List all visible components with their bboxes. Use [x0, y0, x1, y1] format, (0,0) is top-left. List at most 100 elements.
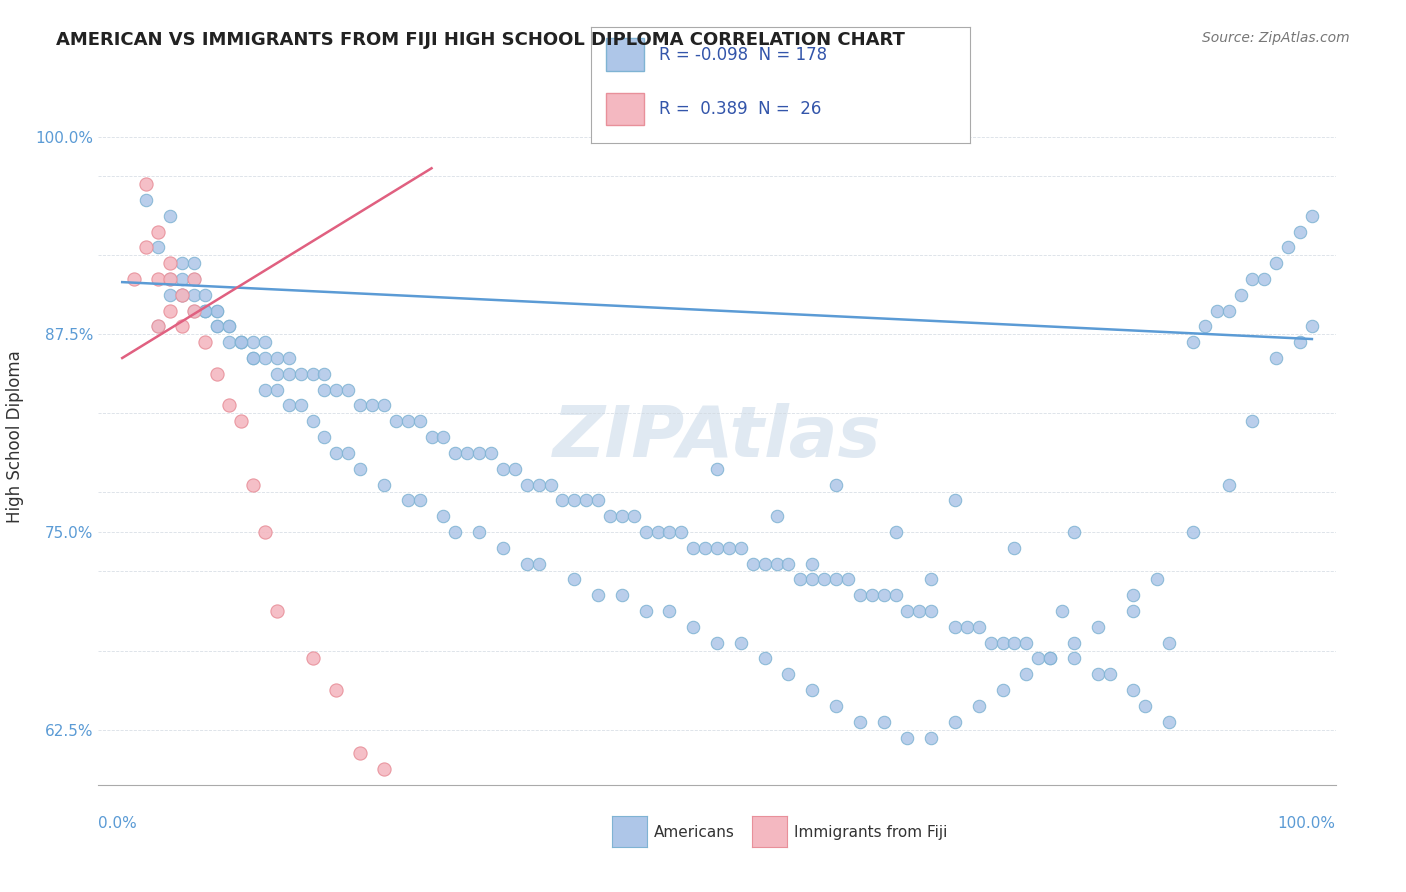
- Point: [706, 541, 728, 555]
- Point: [231, 414, 253, 428]
- Point: [183, 287, 205, 301]
- Point: [943, 714, 966, 729]
- Point: [170, 319, 193, 334]
- Point: [503, 461, 526, 475]
- Point: [277, 399, 299, 413]
- Point: [801, 573, 824, 587]
- Point: [860, 588, 883, 602]
- Point: [253, 524, 276, 539]
- Point: [396, 794, 419, 808]
- Point: [170, 272, 193, 286]
- Point: [1087, 620, 1109, 634]
- Point: [194, 335, 217, 350]
- Point: [373, 399, 395, 413]
- Point: [207, 319, 229, 334]
- Point: [231, 335, 253, 350]
- Point: [825, 477, 848, 491]
- Point: [682, 541, 704, 555]
- Point: [1289, 225, 1312, 239]
- Point: [314, 430, 336, 444]
- Point: [647, 524, 669, 539]
- Point: [706, 461, 728, 475]
- Point: [1241, 414, 1264, 428]
- Point: [170, 287, 193, 301]
- Point: [146, 272, 169, 286]
- Point: [980, 635, 1002, 649]
- Point: [349, 747, 371, 761]
- Point: [242, 351, 264, 365]
- Point: [146, 319, 169, 334]
- Point: [183, 272, 205, 286]
- Point: [562, 493, 585, 508]
- Point: [765, 509, 787, 524]
- Point: [1289, 335, 1312, 350]
- Point: [1218, 303, 1240, 318]
- Point: [183, 256, 205, 270]
- Point: [325, 683, 347, 698]
- Point: [266, 604, 288, 618]
- Point: [432, 430, 454, 444]
- Point: [1229, 287, 1251, 301]
- Point: [1004, 541, 1026, 555]
- Point: [849, 714, 872, 729]
- Point: [159, 272, 181, 286]
- Point: [1241, 272, 1264, 286]
- Point: [1253, 272, 1275, 286]
- Point: [492, 541, 515, 555]
- Point: [170, 287, 193, 301]
- Point: [610, 509, 633, 524]
- Point: [516, 557, 538, 571]
- Point: [1015, 635, 1038, 649]
- Point: [231, 335, 253, 350]
- Text: Immigrants from Fiji: Immigrants from Fiji: [794, 825, 948, 839]
- Point: [872, 714, 894, 729]
- Point: [991, 635, 1014, 649]
- Point: [207, 319, 229, 334]
- Point: [325, 446, 347, 460]
- Point: [432, 509, 454, 524]
- Point: [207, 303, 229, 318]
- Point: [314, 367, 336, 381]
- Text: R =  0.389  N =  26: R = 0.389 N = 26: [659, 100, 821, 118]
- Point: [301, 367, 323, 381]
- Point: [754, 557, 776, 571]
- Point: [896, 604, 918, 618]
- Point: [135, 193, 157, 207]
- Point: [218, 319, 240, 334]
- Point: [146, 319, 169, 334]
- Point: [253, 335, 276, 350]
- Point: [207, 367, 229, 381]
- Point: [1015, 667, 1038, 681]
- Text: Source: ZipAtlas.com: Source: ZipAtlas.com: [1202, 31, 1350, 45]
- Point: [301, 414, 323, 428]
- Point: [586, 493, 609, 508]
- Point: [408, 414, 430, 428]
- Point: [385, 414, 408, 428]
- Point: [444, 446, 467, 460]
- Point: [194, 287, 217, 301]
- Point: [623, 509, 645, 524]
- Point: [242, 335, 264, 350]
- Point: [1098, 667, 1121, 681]
- Point: [266, 351, 288, 365]
- Point: [706, 635, 728, 649]
- Point: [170, 256, 193, 270]
- Point: [599, 509, 621, 524]
- Point: [634, 524, 657, 539]
- Point: [695, 541, 717, 555]
- Point: [207, 303, 229, 318]
- Point: [1301, 319, 1323, 334]
- Point: [159, 209, 181, 223]
- Point: [325, 383, 347, 397]
- Point: [730, 635, 752, 649]
- Point: [122, 272, 145, 286]
- Point: [420, 430, 443, 444]
- Point: [575, 493, 598, 508]
- Point: [920, 604, 942, 618]
- Point: [849, 588, 872, 602]
- Point: [1026, 651, 1049, 665]
- Point: [1205, 303, 1227, 318]
- Point: [1159, 714, 1181, 729]
- Point: [1194, 319, 1216, 334]
- Point: [373, 762, 395, 776]
